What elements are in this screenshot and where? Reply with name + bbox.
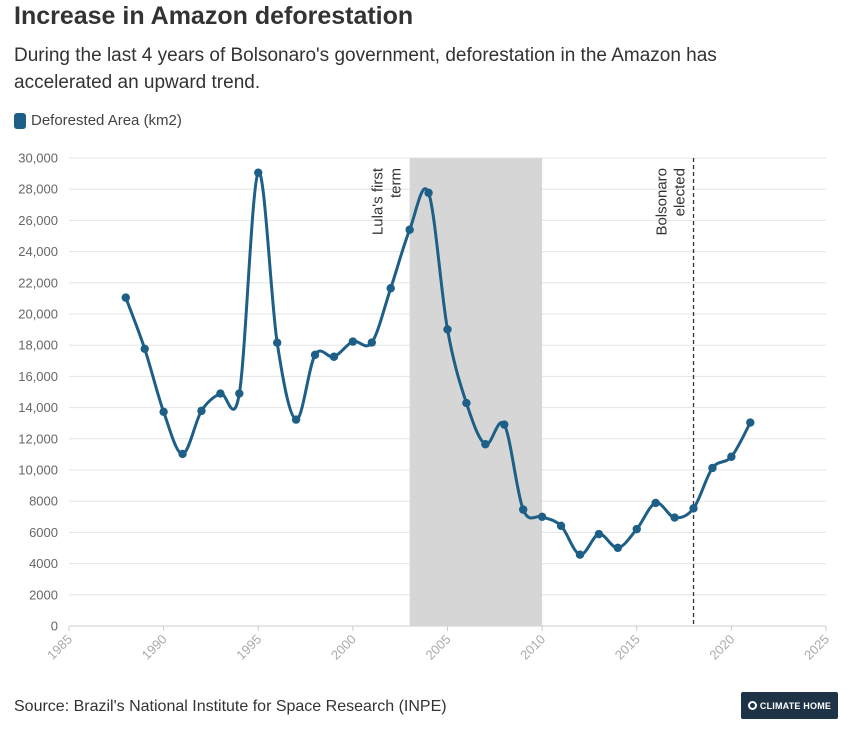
legend-swatch <box>14 112 26 129</box>
data-point <box>121 293 130 302</box>
y-tick-label: 16,000 <box>18 369 58 384</box>
data-point <box>651 498 660 508</box>
data-point <box>537 512 547 521</box>
data-point <box>272 338 282 347</box>
data-point <box>519 505 528 514</box>
data-point <box>443 325 452 334</box>
y-tick-label: 24,000 <box>18 244 58 259</box>
y-tick-label: 20,000 <box>18 307 58 322</box>
data-point <box>254 168 263 177</box>
data-point <box>386 284 395 293</box>
data-point <box>197 406 206 416</box>
legend-label: Deforested Area (km2) <box>31 112 182 129</box>
data-point <box>689 504 698 513</box>
data-point <box>178 449 187 459</box>
y-tick-label: 0 <box>51 619 58 634</box>
data-point <box>159 407 168 417</box>
data-point <box>556 521 566 531</box>
y-tick-label: 28,000 <box>18 182 58 197</box>
y-tick-label: 12,000 <box>18 431 58 446</box>
lula-term-band <box>409 158 543 626</box>
data-point <box>500 420 509 429</box>
data-point <box>575 550 585 559</box>
y-tick-label: 22,000 <box>18 275 58 290</box>
data-point <box>216 389 225 398</box>
data-point <box>613 543 623 553</box>
y-tick-label: 10,000 <box>18 463 58 478</box>
data-point <box>329 352 339 361</box>
x-tick-label: 2015 <box>612 632 643 663</box>
data-point <box>632 524 641 534</box>
y-tick-label: 6000 <box>29 525 58 540</box>
data-point <box>670 513 679 522</box>
y-tick-label: 18,000 <box>18 338 58 353</box>
logo-mark-icon <box>747 701 757 710</box>
data-point <box>235 389 244 398</box>
y-tick-label: 26,000 <box>18 213 58 228</box>
legend: Deforested Area (km2) <box>14 112 182 129</box>
data-point <box>405 225 414 234</box>
data-point <box>708 463 717 473</box>
x-tick-label: 1995 <box>233 632 264 663</box>
lula-term-label: Lula's firstterm <box>370 167 405 235</box>
source-note: Source: Brazil's National Institute for … <box>14 698 447 715</box>
y-tick-label: 2000 <box>29 587 58 602</box>
data-point <box>594 529 604 539</box>
data-point <box>481 440 490 449</box>
x-tick-label: 2005 <box>423 632 454 663</box>
chart-subtitle: During the last 4 years of Bolsonaro's g… <box>14 45 717 93</box>
chart-title: Increase in Amazon deforestation <box>14 2 414 30</box>
data-point <box>746 418 755 427</box>
x-tick-label: 2020 <box>706 632 737 663</box>
x-tick-label: 2010 <box>517 632 548 663</box>
data-point <box>348 337 358 346</box>
data-point <box>462 398 471 408</box>
data-point <box>367 338 376 347</box>
bolsonaro-elected-label: Bolsonaroelected <box>654 168 689 236</box>
data-point <box>310 350 320 360</box>
climate-home-logo: CLIMATE HOME <box>741 692 838 719</box>
logo-text: CLIMATE HOME <box>759 700 832 711</box>
y-tick-label: 8000 <box>29 494 58 509</box>
data-point <box>727 452 736 461</box>
data-point <box>140 344 149 353</box>
line-chart: 0 2000 4000 6000 8000 10,000 12,000 14,000 16,00… <box>18 151 832 663</box>
x-tick-label: 2000 <box>328 632 359 663</box>
x-tick-label: 2025 <box>801 632 832 663</box>
y-tick-label: 4000 <box>29 556 58 571</box>
x-tick-label: 1990 <box>139 632 170 663</box>
y-tick-label: 30,000 <box>18 151 58 166</box>
y-tick-label: 14,000 <box>18 400 58 415</box>
data-point <box>424 188 433 197</box>
data-point <box>291 415 301 424</box>
x-tick-label: 1985 <box>44 632 75 663</box>
